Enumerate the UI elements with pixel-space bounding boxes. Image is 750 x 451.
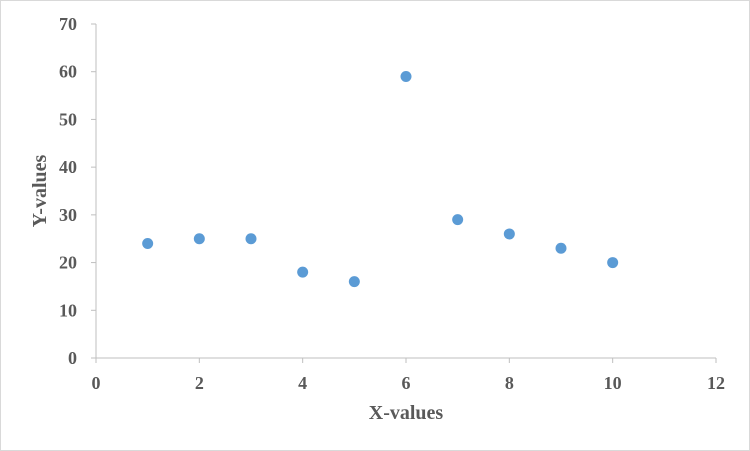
x-axis-ticks: 0 2 4 6 8 10 12 — [92, 358, 725, 393]
scatter-point — [245, 233, 257, 245]
x-tick-label: 2 — [195, 373, 204, 393]
scatter-point — [400, 70, 412, 82]
data-points — [142, 70, 619, 288]
scatter-point — [555, 242, 567, 254]
y-axis-title: Y-values — [29, 154, 51, 227]
y-tick-label: 50 — [59, 109, 77, 129]
y-tick-label: 10 — [59, 300, 77, 320]
x-axis-title: X-values — [369, 402, 444, 424]
y-tick-label: 60 — [59, 62, 77, 82]
scatter-point — [503, 228, 515, 240]
scatter-point — [607, 257, 619, 269]
y-tick-label: 40 — [59, 157, 77, 177]
x-tick-label: 12 — [707, 373, 725, 393]
y-tick-label: 30 — [59, 205, 77, 225]
y-tick-label: 70 — [59, 14, 77, 34]
scatter-point — [452, 214, 464, 226]
y-tick-label: 0 — [68, 348, 77, 368]
scatter-point — [348, 276, 360, 288]
scatter-point — [193, 233, 205, 245]
x-tick-label: 4 — [298, 373, 307, 393]
scatter-point — [297, 266, 309, 278]
x-tick-label: 10 — [604, 373, 622, 393]
x-tick-label: 0 — [92, 373, 101, 393]
y-axis-ticks: 0 10 20 30 40 50 60 70 — [59, 14, 96, 368]
x-tick-label: 8 — [505, 373, 514, 393]
scatter-point — [142, 237, 154, 249]
x-tick-label: 6 — [402, 373, 411, 393]
y-tick-label: 20 — [59, 253, 77, 273]
